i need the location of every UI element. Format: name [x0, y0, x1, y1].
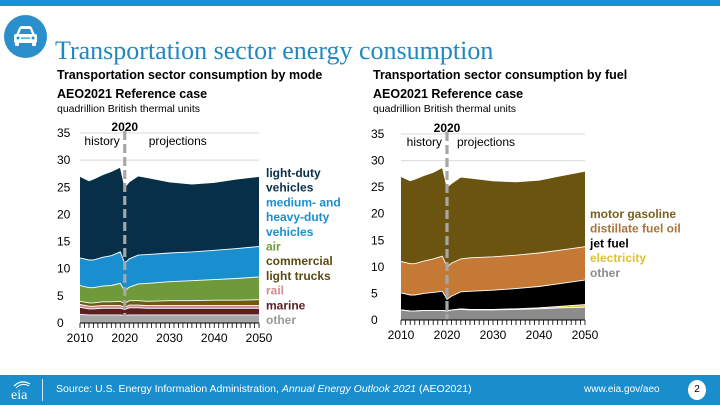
y-tick-label: 30: [371, 154, 385, 168]
legend-text-line: marine: [266, 298, 306, 312]
divider-year-label: 2020: [111, 120, 138, 134]
series-boundary-line: [400, 279, 586, 300]
right-panel-title-line2: AEO2021 Reference case: [373, 87, 524, 101]
x-tick-label: 2030: [480, 328, 507, 342]
right-panel-units: quadrillion British thermal units: [373, 103, 516, 115]
series-boundary-line: [79, 166, 260, 189]
y-tick-label: 25: [57, 180, 71, 194]
x-tick-label: 2050: [246, 331, 273, 345]
left-panel-title: Transportation sector consumption by mod…: [57, 66, 322, 104]
series-boundary-line: [79, 276, 260, 292]
legend-rail: rail: [266, 284, 284, 298]
footer-url-link[interactable]: www.eia.gov/aeo: [584, 384, 660, 395]
series-boundary-line: [400, 246, 586, 268]
source-prefix: Source: U.S. Energy Information Administ…: [56, 383, 282, 395]
y-tick-label: 15: [371, 233, 385, 247]
x-tick-label: 2040: [201, 331, 228, 345]
y-tick-label: 20: [371, 207, 385, 221]
footer-bar: eia Source: U.S. Energy Information Admi…: [0, 375, 720, 405]
area-air: [80, 276, 259, 304]
y-tick-label: 20: [57, 207, 71, 221]
series-boundary-line: [79, 306, 259, 310]
area-other: [80, 314, 259, 323]
legend-medium-and-heavy-duty-vehicles: medium- and heavy-duty vehicles: [266, 195, 341, 238]
legend-marine: marine: [266, 298, 306, 312]
car-icon: [4, 15, 47, 58]
legend-jet-fuel: jet fuel: [589, 236, 629, 250]
legend-text-line: vehicles: [266, 181, 314, 195]
legend-text-line: light-duty: [266, 166, 321, 180]
legend-light-duty-vehicles: light-duty vehicles: [266, 166, 321, 195]
series-boundary-line: [400, 166, 586, 188]
projections-label: projections: [457, 135, 515, 149]
x-tick-label: 2010: [67, 331, 94, 345]
y-tick-label: 5: [371, 286, 378, 300]
x-tick-label: 2050: [572, 328, 599, 342]
legend-text-line: motor gasoline: [590, 207, 676, 221]
legend-text-line: other: [590, 266, 620, 280]
y-tick-label: 5: [57, 289, 64, 303]
legend-text-line: air: [266, 240, 281, 254]
right-panel-title-line1: Transportation sector consumption by fue…: [373, 68, 628, 82]
x-tick-label: 2030: [156, 331, 183, 345]
eia-logo-icon: eia: [8, 378, 32, 403]
y-tick-label: 30: [57, 153, 71, 167]
series-boundary-line: [79, 313, 259, 316]
y-tick-label: 10: [371, 260, 385, 274]
history-label: history: [84, 134, 119, 148]
history-label: history: [407, 135, 442, 149]
left-panel-units: quadrillion British thermal units: [57, 103, 200, 115]
source-publication: Annual Energy Outlook 2021: [281, 383, 417, 395]
series-boundary-line: [79, 299, 260, 305]
legend-text-line: distillate fuel oil: [590, 222, 681, 236]
legend-text-line: commercial: [266, 254, 333, 268]
right-panel-title: Transportation sector consumption by fue…: [373, 66, 627, 104]
left-panel-title-line2: AEO2021 Reference case: [57, 87, 208, 101]
left-panel-title-line1: Transportation sector consumption by mod…: [57, 68, 323, 82]
series-boundary-line: [79, 246, 260, 265]
legend-air: air: [266, 240, 281, 254]
y-tick-label: 10: [57, 262, 71, 276]
top-accent-bar: [0, 0, 720, 6]
legend-text-line: jet fuel: [589, 236, 629, 250]
x-tick-label: 2020: [434, 328, 461, 342]
y-tick-label: 0: [371, 313, 378, 327]
x-tick-label: 2010: [388, 328, 415, 342]
footer-source: Source: U.S. Energy Information Administ…: [56, 383, 472, 395]
y-tick-label: 25: [371, 180, 385, 194]
legend-distillate-fuel-oil: distillate fuel oil: [590, 222, 681, 236]
eia-logo-text: eia: [11, 388, 28, 402]
page-number: 2: [688, 380, 706, 400]
y-tick-label: 0: [57, 316, 64, 330]
legend-text-line: rail: [266, 284, 284, 298]
y-tick-label: 15: [57, 235, 71, 249]
projections-label: projections: [149, 134, 207, 148]
legend-motor-gasoline: motor gasoline: [590, 207, 676, 221]
x-tick-label: 2020: [111, 331, 138, 345]
legend-text-line: vehicles: [266, 225, 314, 239]
legend-electricity: electricity: [590, 251, 646, 265]
legend-other: other: [266, 313, 296, 327]
series-boundary-line: [400, 304, 586, 312]
legend-text-line: other: [266, 313, 296, 327]
legend-text-line: medium- and: [266, 195, 341, 209]
legend-text-line: light trucks: [266, 269, 331, 283]
legend-other: other: [590, 266, 620, 280]
y-tick-label: 35: [57, 126, 71, 140]
x-tick-label: 2040: [526, 328, 553, 342]
legend-text-line: heavy-duty: [266, 210, 330, 224]
page-title: Transportation sector energy consumption: [55, 36, 494, 65]
series-boundary-line: [79, 304, 259, 308]
legend-text-line: electricity: [590, 251, 646, 265]
divider-year-label: 2020: [434, 121, 461, 135]
source-suffix: (AEO2021): [416, 383, 472, 395]
y-tick-label: 35: [371, 127, 385, 141]
footer-divider: [42, 379, 43, 401]
legend-commercial-light-trucks: commercial light trucks: [266, 254, 333, 283]
